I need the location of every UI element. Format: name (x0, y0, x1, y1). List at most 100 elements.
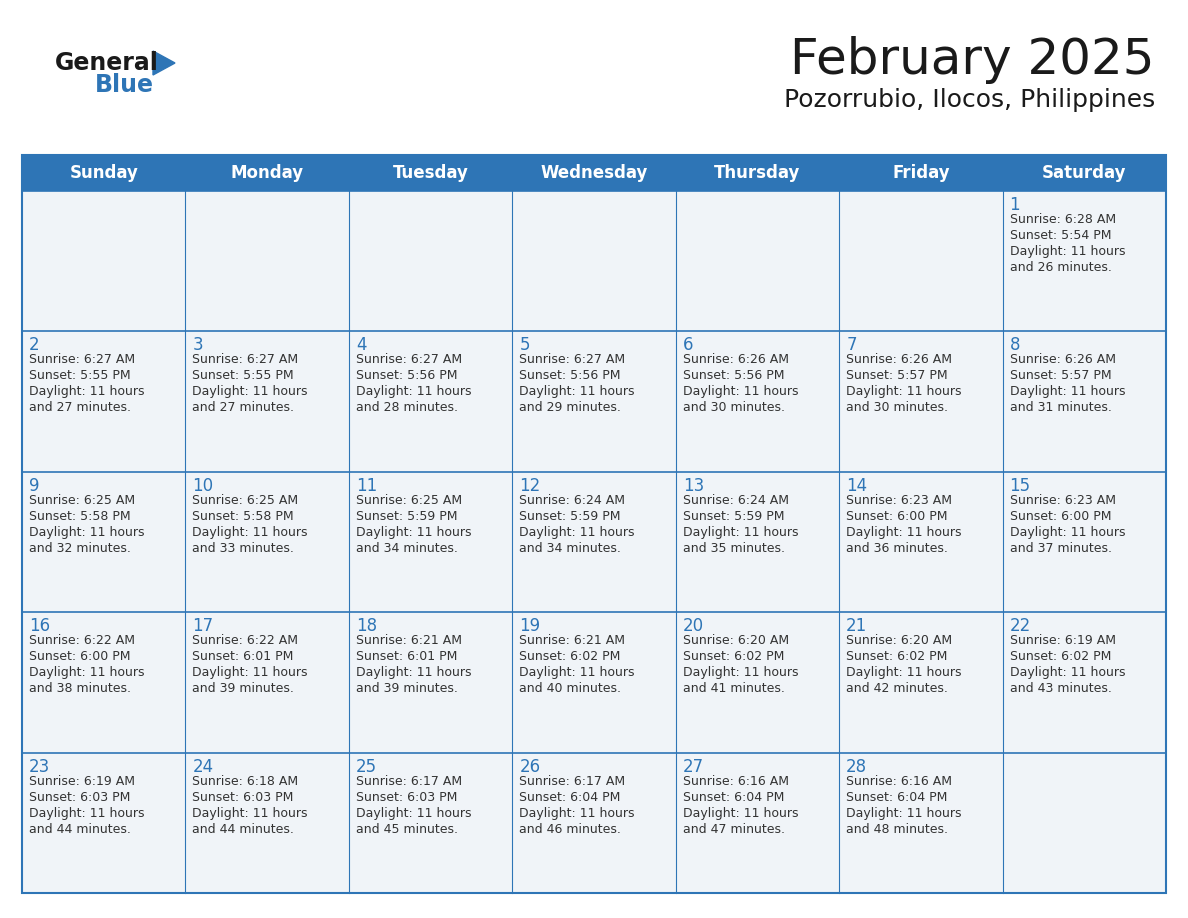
Text: Sunrise: 6:23 AM: Sunrise: 6:23 AM (1010, 494, 1116, 507)
Text: Sunset: 6:04 PM: Sunset: 6:04 PM (683, 790, 784, 803)
Text: Sunset: 5:59 PM: Sunset: 5:59 PM (519, 509, 621, 522)
Text: 22: 22 (1010, 617, 1031, 635)
Text: Tuesday: Tuesday (392, 164, 468, 182)
Bar (676, 331, 839, 472)
Text: 15: 15 (1010, 476, 1031, 495)
Text: and 26 minutes.: and 26 minutes. (1010, 261, 1112, 274)
Text: Saturday: Saturday (1042, 164, 1126, 182)
Text: Sunday: Sunday (69, 164, 138, 182)
Text: 4: 4 (356, 336, 366, 354)
Text: Sunrise: 6:19 AM: Sunrise: 6:19 AM (29, 775, 135, 788)
Text: Sunrise: 6:27 AM: Sunrise: 6:27 AM (29, 353, 135, 366)
Text: 2: 2 (29, 336, 39, 354)
Text: Daylight: 11 hours: Daylight: 11 hours (1010, 386, 1125, 398)
Bar (185, 191, 349, 331)
Text: Monday: Monday (230, 164, 304, 182)
Bar (512, 191, 676, 331)
Text: Daylight: 11 hours: Daylight: 11 hours (846, 807, 961, 820)
Text: Sunset: 5:56 PM: Sunset: 5:56 PM (519, 369, 621, 383)
Polygon shape (153, 51, 175, 75)
Text: Pozorrubio, Ilocos, Philippines: Pozorrubio, Ilocos, Philippines (784, 88, 1155, 112)
Text: and 43 minutes.: and 43 minutes. (1010, 682, 1112, 695)
Text: and 33 minutes.: and 33 minutes. (192, 542, 295, 554)
Bar (839, 472, 1003, 612)
Text: Sunrise: 6:24 AM: Sunrise: 6:24 AM (519, 494, 625, 507)
Text: Daylight: 11 hours: Daylight: 11 hours (1010, 245, 1125, 258)
Text: Daylight: 11 hours: Daylight: 11 hours (519, 666, 634, 679)
Text: Daylight: 11 hours: Daylight: 11 hours (519, 386, 634, 398)
Text: 26: 26 (519, 757, 541, 776)
Bar (185, 331, 349, 472)
Text: 7: 7 (846, 336, 857, 354)
Text: Sunrise: 6:26 AM: Sunrise: 6:26 AM (683, 353, 789, 366)
Text: Sunrise: 6:16 AM: Sunrise: 6:16 AM (846, 775, 952, 788)
Text: and 39 minutes.: and 39 minutes. (356, 682, 457, 695)
Text: Sunset: 6:03 PM: Sunset: 6:03 PM (29, 790, 131, 803)
Text: and 38 minutes.: and 38 minutes. (29, 682, 131, 695)
Text: Daylight: 11 hours: Daylight: 11 hours (192, 386, 308, 398)
Text: 20: 20 (683, 617, 703, 635)
Text: and 48 minutes.: and 48 minutes. (846, 823, 948, 835)
Text: Thursday: Thursday (714, 164, 801, 182)
Text: 3: 3 (192, 336, 203, 354)
Bar (839, 191, 1003, 331)
Text: Sunrise: 6:21 AM: Sunrise: 6:21 AM (519, 634, 625, 647)
Text: Sunset: 6:04 PM: Sunset: 6:04 PM (519, 790, 620, 803)
Text: Daylight: 11 hours: Daylight: 11 hours (683, 666, 798, 679)
Text: Daylight: 11 hours: Daylight: 11 hours (683, 807, 798, 820)
Text: 25: 25 (356, 757, 377, 776)
Text: Sunset: 6:03 PM: Sunset: 6:03 PM (192, 790, 293, 803)
Text: Friday: Friday (892, 164, 949, 182)
Text: and 45 minutes.: and 45 minutes. (356, 823, 457, 835)
Text: Sunrise: 6:27 AM: Sunrise: 6:27 AM (192, 353, 298, 366)
Text: 8: 8 (1010, 336, 1020, 354)
Text: Sunrise: 6:24 AM: Sunrise: 6:24 AM (683, 494, 789, 507)
Text: 13: 13 (683, 476, 704, 495)
Bar (676, 472, 839, 612)
Text: Daylight: 11 hours: Daylight: 11 hours (846, 526, 961, 539)
Text: Sunset: 6:04 PM: Sunset: 6:04 PM (846, 790, 948, 803)
Text: Sunrise: 6:28 AM: Sunrise: 6:28 AM (1010, 213, 1116, 226)
Text: Daylight: 11 hours: Daylight: 11 hours (29, 666, 145, 679)
Text: 24: 24 (192, 757, 214, 776)
Bar (349, 472, 512, 612)
Text: and 32 minutes.: and 32 minutes. (29, 542, 131, 554)
Text: Sunset: 6:03 PM: Sunset: 6:03 PM (356, 790, 457, 803)
Text: Daylight: 11 hours: Daylight: 11 hours (846, 666, 961, 679)
Bar (349, 753, 512, 893)
Text: and 44 minutes.: and 44 minutes. (29, 823, 131, 835)
Text: 5: 5 (519, 336, 530, 354)
Bar (23, 155, 1165, 893)
Bar (839, 331, 1003, 472)
Text: Sunrise: 6:16 AM: Sunrise: 6:16 AM (683, 775, 789, 788)
Text: 23: 23 (29, 757, 50, 776)
Text: Daylight: 11 hours: Daylight: 11 hours (683, 526, 798, 539)
Text: Sunset: 5:58 PM: Sunset: 5:58 PM (192, 509, 295, 522)
Text: Sunset: 5:54 PM: Sunset: 5:54 PM (1010, 229, 1111, 242)
Text: and 34 minutes.: and 34 minutes. (519, 542, 621, 554)
Text: Sunset: 6:00 PM: Sunset: 6:00 PM (29, 650, 131, 663)
Text: and 36 minutes.: and 36 minutes. (846, 542, 948, 554)
Text: 21: 21 (846, 617, 867, 635)
Text: 10: 10 (192, 476, 214, 495)
Text: Sunrise: 6:27 AM: Sunrise: 6:27 AM (356, 353, 462, 366)
Text: Sunrise: 6:26 AM: Sunrise: 6:26 AM (846, 353, 952, 366)
Text: Sunset: 5:59 PM: Sunset: 5:59 PM (683, 509, 784, 522)
Bar (349, 612, 512, 753)
Text: and 41 minutes.: and 41 minutes. (683, 682, 784, 695)
Text: Sunset: 6:02 PM: Sunset: 6:02 PM (519, 650, 620, 663)
Text: Daylight: 11 hours: Daylight: 11 hours (519, 526, 634, 539)
Text: and 28 minutes.: and 28 minutes. (356, 401, 457, 414)
Text: Sunset: 5:57 PM: Sunset: 5:57 PM (846, 369, 948, 383)
Text: and 27 minutes.: and 27 minutes. (192, 401, 295, 414)
Text: Sunrise: 6:17 AM: Sunrise: 6:17 AM (356, 775, 462, 788)
Text: Sunset: 5:56 PM: Sunset: 5:56 PM (683, 369, 784, 383)
Text: General: General (55, 51, 159, 75)
Bar (1003, 191, 1165, 331)
Text: Sunset: 6:01 PM: Sunset: 6:01 PM (192, 650, 293, 663)
Text: and 27 minutes.: and 27 minutes. (29, 401, 131, 414)
Text: Daylight: 11 hours: Daylight: 11 hours (356, 526, 472, 539)
Text: Sunrise: 6:25 AM: Sunrise: 6:25 AM (192, 494, 298, 507)
Text: and 42 minutes.: and 42 minutes. (846, 682, 948, 695)
Text: Sunset: 6:02 PM: Sunset: 6:02 PM (846, 650, 948, 663)
